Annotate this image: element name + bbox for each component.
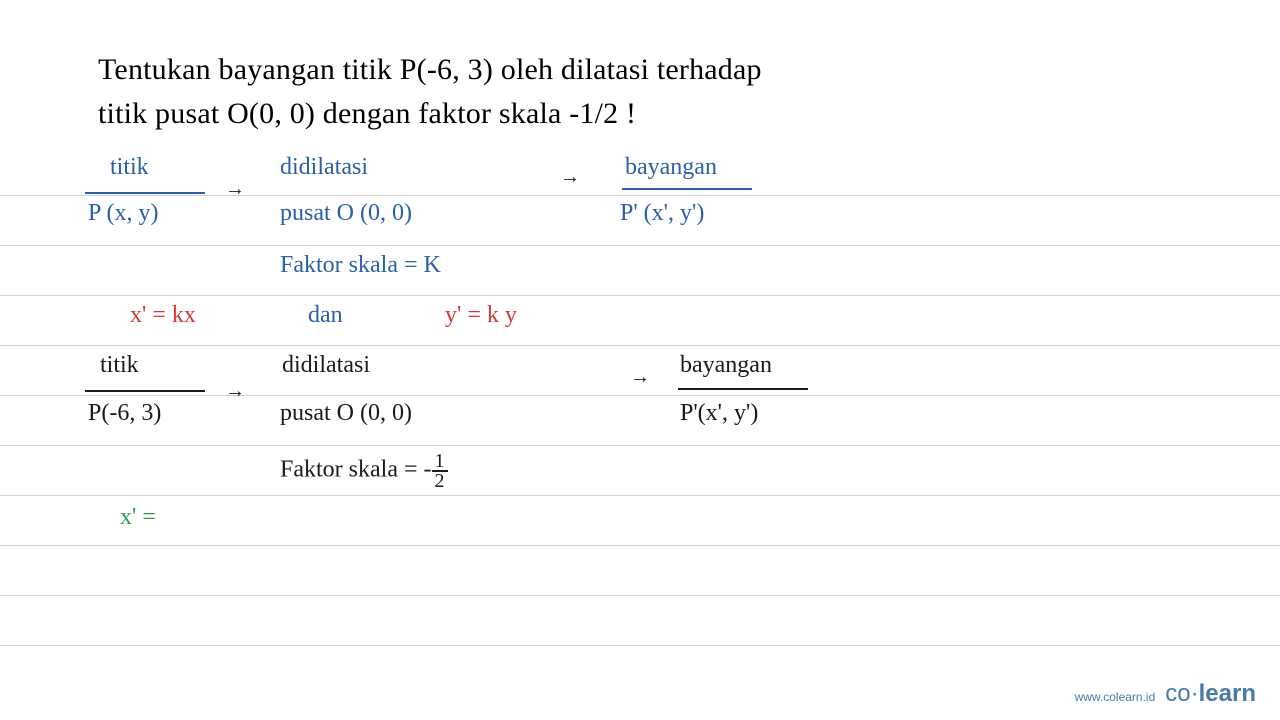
- hw-pusat: pusat O (0, 0): [280, 200, 412, 227]
- hw-underline: [85, 192, 205, 194]
- hw-didilatasi-2: didilatasi: [282, 352, 370, 379]
- hw-underline: [622, 188, 752, 190]
- brand-logo: co·learn: [1165, 680, 1256, 708]
- arrow-icon: →: [225, 380, 245, 403]
- question-text: Tentukan bayangan titik P(-6, 3) oleh di…: [98, 48, 762, 135]
- ruled-line: [0, 245, 1280, 246]
- ruled-line: [0, 495, 1280, 496]
- hw-didilatasi: didilatasi: [280, 154, 368, 181]
- ruled-line: [0, 545, 1280, 546]
- ruled-line: [0, 395, 1280, 396]
- hw-x-prime-partial: x' =: [120, 504, 156, 531]
- hw-pprime: P' (x', y'): [620, 200, 704, 227]
- hw-faktor-prefix: Faktor skala = -: [280, 457, 432, 483]
- hw-pprime-2: P'(x', y'): [680, 400, 758, 427]
- arrow-icon: →: [560, 166, 580, 189]
- hw-pusat-2: pusat O (0, 0): [280, 400, 412, 427]
- arrow-icon: →: [630, 366, 650, 389]
- hw-bayangan-2: bayangan: [680, 352, 772, 379]
- frac-numerator: 1: [432, 452, 448, 472]
- hw-titik-label-2: titik: [100, 352, 139, 379]
- hw-y-prime-eq: y' = k y: [445, 302, 517, 329]
- logo-dot: ·: [1191, 680, 1199, 707]
- hw-underline: [85, 390, 205, 392]
- arrow-icon: →: [225, 178, 245, 201]
- logo-learn: learn: [1199, 680, 1256, 707]
- hw-point-pxy: P (x, y): [88, 200, 158, 227]
- hw-bayangan: bayangan: [625, 154, 717, 181]
- ruled-line: [0, 645, 1280, 646]
- question-line-2: titik pusat O(0, 0) dengan faktor skala …: [98, 92, 762, 136]
- hw-dan: dan: [308, 302, 343, 329]
- ruled-line: [0, 445, 1280, 446]
- ruled-line: [0, 595, 1280, 596]
- hw-titik-label: titik: [110, 154, 149, 181]
- footer-url: www.colearn.id: [1075, 690, 1156, 704]
- fraction: 12: [432, 452, 448, 490]
- frac-denominator: 2: [432, 472, 448, 490]
- ruled-line: [0, 345, 1280, 346]
- ruled-line: [0, 195, 1280, 196]
- hw-underline: [678, 388, 808, 390]
- footer: www.colearn.id co·learn: [1075, 680, 1256, 708]
- question-line-1: Tentukan bayangan titik P(-6, 3) oleh di…: [98, 48, 762, 92]
- hw-faktor-k: Faktor skala = K: [280, 252, 441, 279]
- hw-point-p63: P(-6, 3): [88, 400, 161, 427]
- hw-x-prime-eq: x' = kx: [130, 302, 196, 329]
- ruled-line: [0, 295, 1280, 296]
- logo-co: co: [1165, 680, 1190, 707]
- hw-faktor-half: Faktor skala = -12: [280, 452, 448, 490]
